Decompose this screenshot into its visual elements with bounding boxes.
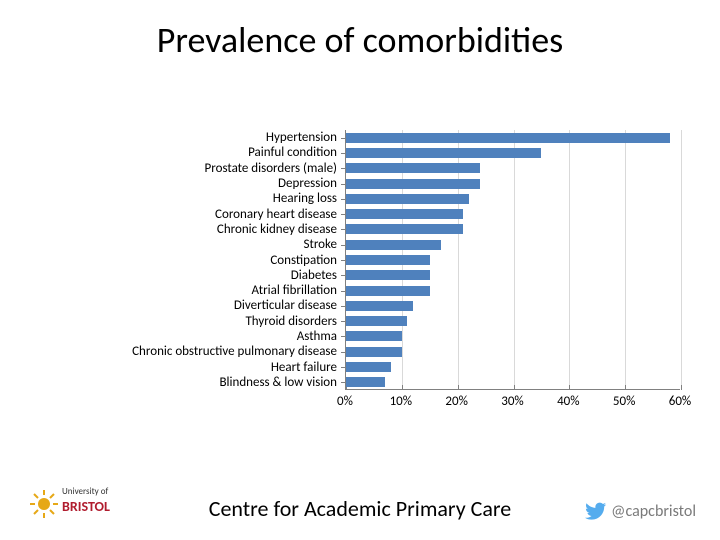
category-label: Stroke [304,238,337,251]
gridline [681,130,682,390]
plot-area [345,130,680,390]
category-label: Asthma [297,330,337,343]
x-tick-label: 50% [613,394,635,409]
chart: Hypertension Painful condition Prostate di… [40,130,680,420]
category-label: Blindness & low vision [219,376,337,389]
gridline [625,130,626,390]
category-label: Constipation [270,254,337,267]
gridline [514,130,515,390]
x-axis: 0%10%20%30%40%50%60% [345,394,680,414]
slide: Prevalence of comorbidities Hypertension… [0,0,720,540]
category-label: Chronic kidney disease [217,223,337,236]
x-tick [625,385,626,390]
x-tick [402,385,403,390]
x-tick [458,385,459,390]
bar [346,270,430,280]
category-axis: Hypertension Painful condition Prostate di… [40,130,345,390]
x-tick-label: 60% [669,394,691,409]
category-label: Coronary heart disease [215,208,337,221]
bar [346,240,441,250]
twitter-icon [585,500,607,522]
x-tick [514,385,515,390]
bar [346,163,480,173]
x-tick-label: 10% [390,394,412,409]
bar [346,194,469,204]
bar [346,148,541,158]
category-label: Thyroid disorders [245,315,337,328]
bar [346,255,430,265]
category-label: Heart failure [271,361,337,374]
bar [346,224,463,234]
bar [346,316,407,326]
bar [346,362,391,372]
category-label: Depression [278,177,337,190]
bar [346,133,670,143]
x-tick-label: 40% [557,394,579,409]
category-label: Chronic obstructive pulmonary disease [132,345,337,358]
x-tick [569,385,570,390]
chart-area: Hypertension Painful condition Prostate di… [40,130,680,390]
category-label: Diverticular disease [234,299,337,312]
bar [346,377,385,387]
category-label: Prostate disorders (male) [205,162,337,175]
category-label: Diabetes [291,269,337,282]
category-label: Atrial fibrillation [252,284,337,297]
x-tick-label: 0% [337,394,353,409]
bar [346,347,402,357]
bar [346,286,430,296]
slide-title: Prevalence of comorbidities [0,18,720,62]
x-tick-label: 30% [501,394,523,409]
category-label: Hypertension [266,131,337,144]
twitter-handle-area: @capcbristol [585,500,696,522]
bar [346,179,480,189]
x-tick [681,385,682,390]
category-label: Hearing loss [273,192,337,205]
bar [346,209,463,219]
twitter-handle: @capcbristol [611,502,696,521]
bar [346,331,402,341]
x-tick-label: 20% [445,394,467,409]
category-label: Painful condition [248,146,337,159]
bar [346,301,413,311]
gridline [569,130,570,390]
